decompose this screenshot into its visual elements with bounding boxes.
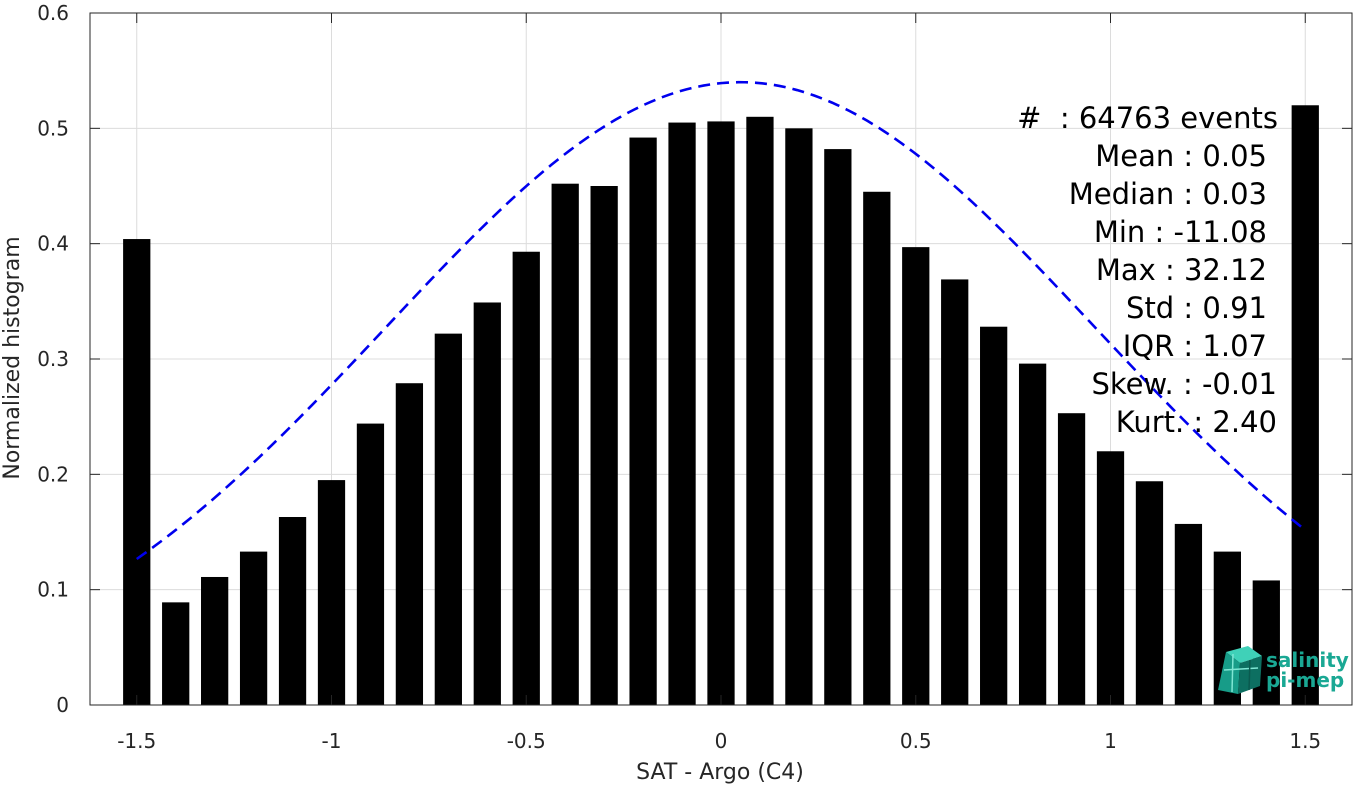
histogram-bar [512,251,540,706]
histogram-bar [824,149,852,706]
x-tick-labels: -1.5 -1 -0.5 0 0.5 1 1.5 [117,729,1321,753]
y-tick-label: 0.1 [37,578,69,602]
x-tick-label: -0.5 [507,729,546,753]
stat-skew: Skew. : -0.01 [1091,367,1277,401]
histogram-bar [1135,481,1164,705]
histogram-bar [201,576,229,705]
stat-count: # : 64763 events [1017,101,1278,135]
histogram-bar [278,517,307,705]
histogram-bar [707,121,735,705]
histogram-bar [1018,363,1047,705]
histogram-bar [551,183,579,705]
y-tick-label: 0.2 [37,462,69,486]
stat-kurt: Kurt. : 2.40 [1116,405,1277,439]
logo-text-salinity: salinity [1266,648,1349,672]
x-tick-label: 1 [1104,729,1117,753]
histogram-bars [123,105,1319,706]
stat-std: Std : 0.91 [1126,291,1267,325]
stat-max: Max : 32.12 [1096,253,1267,287]
y-tick-label: 0.5 [37,116,69,140]
x-axis-label: SAT - Argo (C4) [636,760,804,785]
axes-frame [89,12,1353,706]
statistics-box: # : 64763 events Mean : 0.05 Median : 0.… [1017,101,1278,439]
histogram-bar [629,137,657,705]
x-tick-label: 1.5 [1289,729,1321,753]
x-tick-label: 0.5 [900,729,932,753]
histogram-bar [434,333,462,705]
y-tick-label: 0.3 [37,347,69,371]
y-tick-label: 0 [56,693,69,717]
histogram-bar [863,191,891,705]
histogram-bar [317,480,346,705]
cube-logo-icon [1218,646,1262,694]
histogram-bar [902,247,930,706]
y-tick-label: 0.6 [37,1,69,25]
normal-fit-curve [135,80,1307,561]
histogram-bar [162,602,190,705]
histogram-bar [395,383,424,705]
histogram-bar [1174,523,1203,705]
histogram-bar [473,302,501,705]
histogram-bar [1096,451,1125,705]
stat-min: Min : -11.08 [1094,215,1267,249]
histogram-bar [590,186,618,705]
histogram-bar [123,239,151,705]
histogram-bar [1291,105,1319,706]
logo-text-pi-mep: pi-mep [1266,668,1344,692]
histogram-bar [785,128,813,706]
stat-iqr: IQR : 1.07 [1123,329,1267,363]
stat-mean: Mean : 0.05 [1095,139,1267,173]
x-tick-label: -1 [322,729,342,753]
x-tick-label: -1.5 [117,729,156,753]
y-axis-label: Normalized histogram [0,236,25,479]
histogram-bar [668,122,696,706]
histogram-bar [356,423,385,705]
histogram-bar [1057,413,1086,705]
histogram-bar [239,551,268,705]
histogram-bar [980,326,1008,705]
y-tick-label: 0.4 [37,232,69,256]
histogram-bar [941,279,969,705]
stat-median: Median : 0.03 [1069,177,1267,211]
salinity-pi-mep-logo: salinity pi-mep [1218,646,1349,694]
y-tick-labels: 0 0.1 0.2 0.3 0.4 0.5 0.6 [37,1,69,717]
x-tick-label: 0 [715,729,728,753]
histogram-bar [746,116,774,706]
